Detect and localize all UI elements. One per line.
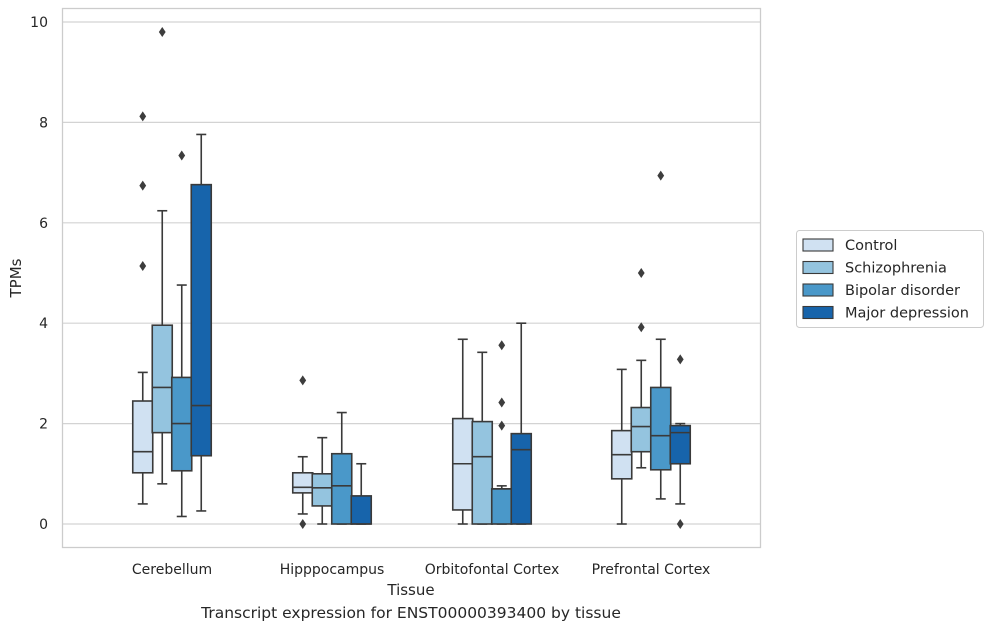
box-group	[350, 462, 373, 525]
box	[350, 495, 373, 525]
box-group	[151, 27, 174, 485]
outlier-marker	[178, 150, 186, 161]
box	[330, 452, 353, 525]
box	[669, 424, 692, 465]
x-axis-title: Tissue	[386, 581, 434, 599]
box-group	[630, 268, 653, 469]
y-tick-label: 8	[39, 115, 48, 131]
box-group	[471, 351, 494, 525]
box	[630, 406, 653, 453]
outlier-marker	[637, 268, 645, 278]
legend-label: Major depression	[845, 306, 969, 322]
outlier-marker	[299, 375, 307, 386]
legend-swatch	[802, 260, 834, 275]
plot-frame	[61, 7, 762, 549]
box	[190, 183, 213, 457]
box-plots	[131, 27, 692, 529]
legend: Control Schizophrenia Bipolar disorder Majo…	[796, 230, 984, 328]
y-tick-label: 10	[30, 15, 48, 31]
box	[131, 400, 154, 474]
box-group	[451, 338, 474, 525]
box-group	[510, 322, 533, 525]
box-group	[610, 368, 633, 525]
legend-label: Control	[845, 238, 897, 254]
legend-frame	[796, 230, 984, 328]
outlier-marker	[657, 170, 665, 181]
legend-swatch	[802, 238, 834, 252]
box-group	[490, 340, 513, 525]
outlier-marker	[139, 260, 147, 271]
outlier-marker	[158, 27, 166, 38]
y-tick-label: 2	[39, 417, 48, 433]
outlier-marker	[676, 354, 684, 365]
legend-swatch	[802, 283, 834, 297]
box-group	[131, 111, 154, 505]
y-axis-title: TPMs	[7, 258, 25, 298]
y-tick-label: 0	[39, 517, 48, 533]
x-tick-label: Hipppocampus	[280, 562, 385, 578]
box-group	[649, 170, 672, 500]
outlier-marker	[139, 111, 147, 122]
legend-label: Schizophrenia	[845, 261, 947, 277]
box	[471, 420, 494, 525]
chart-caption: Transcript expression for ENST0000039340…	[201, 604, 621, 622]
y-tick-label: 6	[39, 216, 48, 232]
x-tick-label: Prefrontal Cortex	[592, 562, 711, 578]
outlier-marker	[498, 340, 506, 351]
legend-swatch	[802, 305, 834, 320]
box	[291, 471, 314, 494]
box-group	[190, 133, 213, 512]
box-group	[170, 150, 193, 518]
x-axis-ticks: Cerebellum Hipppocampus Orbitofontal Corte…	[132, 562, 710, 578]
box-group	[311, 436, 334, 525]
outlier-marker	[498, 420, 506, 431]
outlier-marker	[299, 519, 307, 529]
y-tick-label: 4	[39, 316, 48, 332]
box	[649, 386, 672, 471]
outlier-marker	[637, 322, 645, 333]
outlier-marker	[676, 519, 684, 529]
box	[490, 488, 513, 525]
box	[510, 432, 533, 525]
box	[311, 472, 334, 507]
legend-label: Bipolar disorder	[845, 283, 960, 299]
outlier-marker	[498, 397, 506, 408]
box-group	[291, 375, 314, 529]
box	[151, 324, 174, 434]
y-axis-ticks: 0 2 4 6 8 10	[30, 15, 48, 533]
x-tick-label: Orbitofontal Cortex	[425, 562, 560, 578]
x-tick-label: Cerebellum	[132, 562, 212, 578]
box-group	[669, 354, 692, 529]
box-group	[330, 411, 353, 525]
outlier-marker	[139, 180, 147, 191]
